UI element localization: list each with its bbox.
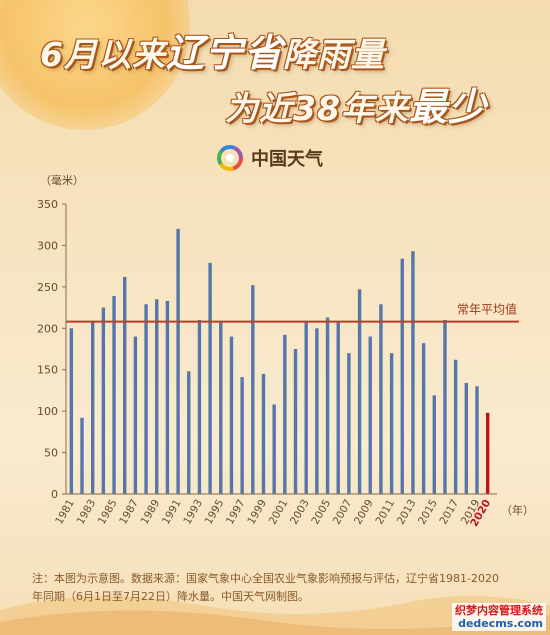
weather-china-logo-icon [217,145,243,171]
bar-1990 [165,300,170,494]
title-line-1: 6月以来辽宁省降雨量 [40,22,385,77]
bar-2020 [485,412,490,494]
average-reference-label: 常年平均值 [457,302,517,317]
bar-2014 [421,343,426,494]
y-axis-label: （毫米） [40,173,84,187]
bar-1995 [219,322,223,494]
bar-1992 [187,371,191,494]
bar-2010 [379,304,383,494]
bar-2002 [293,349,298,494]
bar-2001 [283,334,287,494]
y-tick-label: 250 [37,281,58,294]
bar-2017 [453,359,458,494]
bar-1988 [144,304,148,494]
bar-1993 [197,320,202,494]
title-text: 降雨量 [282,35,385,74]
y-tick-label: 350 [37,198,58,211]
bar-1985 [112,295,116,494]
bar-2012 [400,258,404,494]
title-text: 为近38年来 [225,89,409,128]
bar-1997 [240,377,244,494]
brand: 中国天气 [215,143,323,173]
bar-1996 [229,336,234,494]
bar-2009 [368,336,372,494]
bar-1989 [155,299,159,494]
bar-2013 [411,251,415,494]
y-tick-label: 300 [37,239,58,252]
watermark-text: 织梦内容管理系统 [455,604,543,617]
bar-1981 [69,328,74,494]
watermark: 织梦内容管理系统 dedecms.com [452,603,546,631]
title-highlight: 最少 [408,85,487,129]
bar-1983 [90,322,95,494]
bar-1999 [261,373,266,494]
title-highlight: 辽宁省 [165,31,283,75]
bar-1987 [133,336,138,494]
title-line-2: 为近38年来最少 [225,76,487,131]
bar-2008 [357,289,362,494]
footnote: 注：本图为示意图。数据来源：国家气象中心全国农业气象影响预报与评估，辽宁省198… [32,572,499,603]
y-tick-label: 150 [37,364,58,377]
y-tick-label: 50 [44,447,58,460]
bar-2000 [272,404,276,494]
x-axis-unit: （年） [501,503,534,517]
y-tick-label: 200 [37,322,58,335]
y-tick-label: 100 [37,405,58,418]
bars-layer [69,228,490,494]
bar-2011 [389,353,394,494]
bar-2005 [325,317,330,494]
bar-2016 [443,320,447,494]
bar-2007 [347,353,351,494]
y-tick-label: 0 [51,488,58,501]
reference-line-layer: 常年平均值 [66,302,519,323]
bar-2015 [432,395,436,494]
brand-name: 中国天气 [251,149,323,170]
bar-1984 [101,307,106,494]
bar-2003 [304,320,308,494]
bar-2018 [464,382,469,494]
bar-1991 [176,228,180,494]
bar-1994 [208,262,212,494]
bar-1998 [251,285,255,494]
bar-1982 [80,417,84,494]
bar-2004 [315,328,319,494]
watermark-url: dedecms.com [458,617,543,630]
bar-2019 [475,386,479,494]
bar-2006 [336,321,340,494]
bar-1986 [123,276,127,494]
title-text: 6月以来 [40,35,166,74]
